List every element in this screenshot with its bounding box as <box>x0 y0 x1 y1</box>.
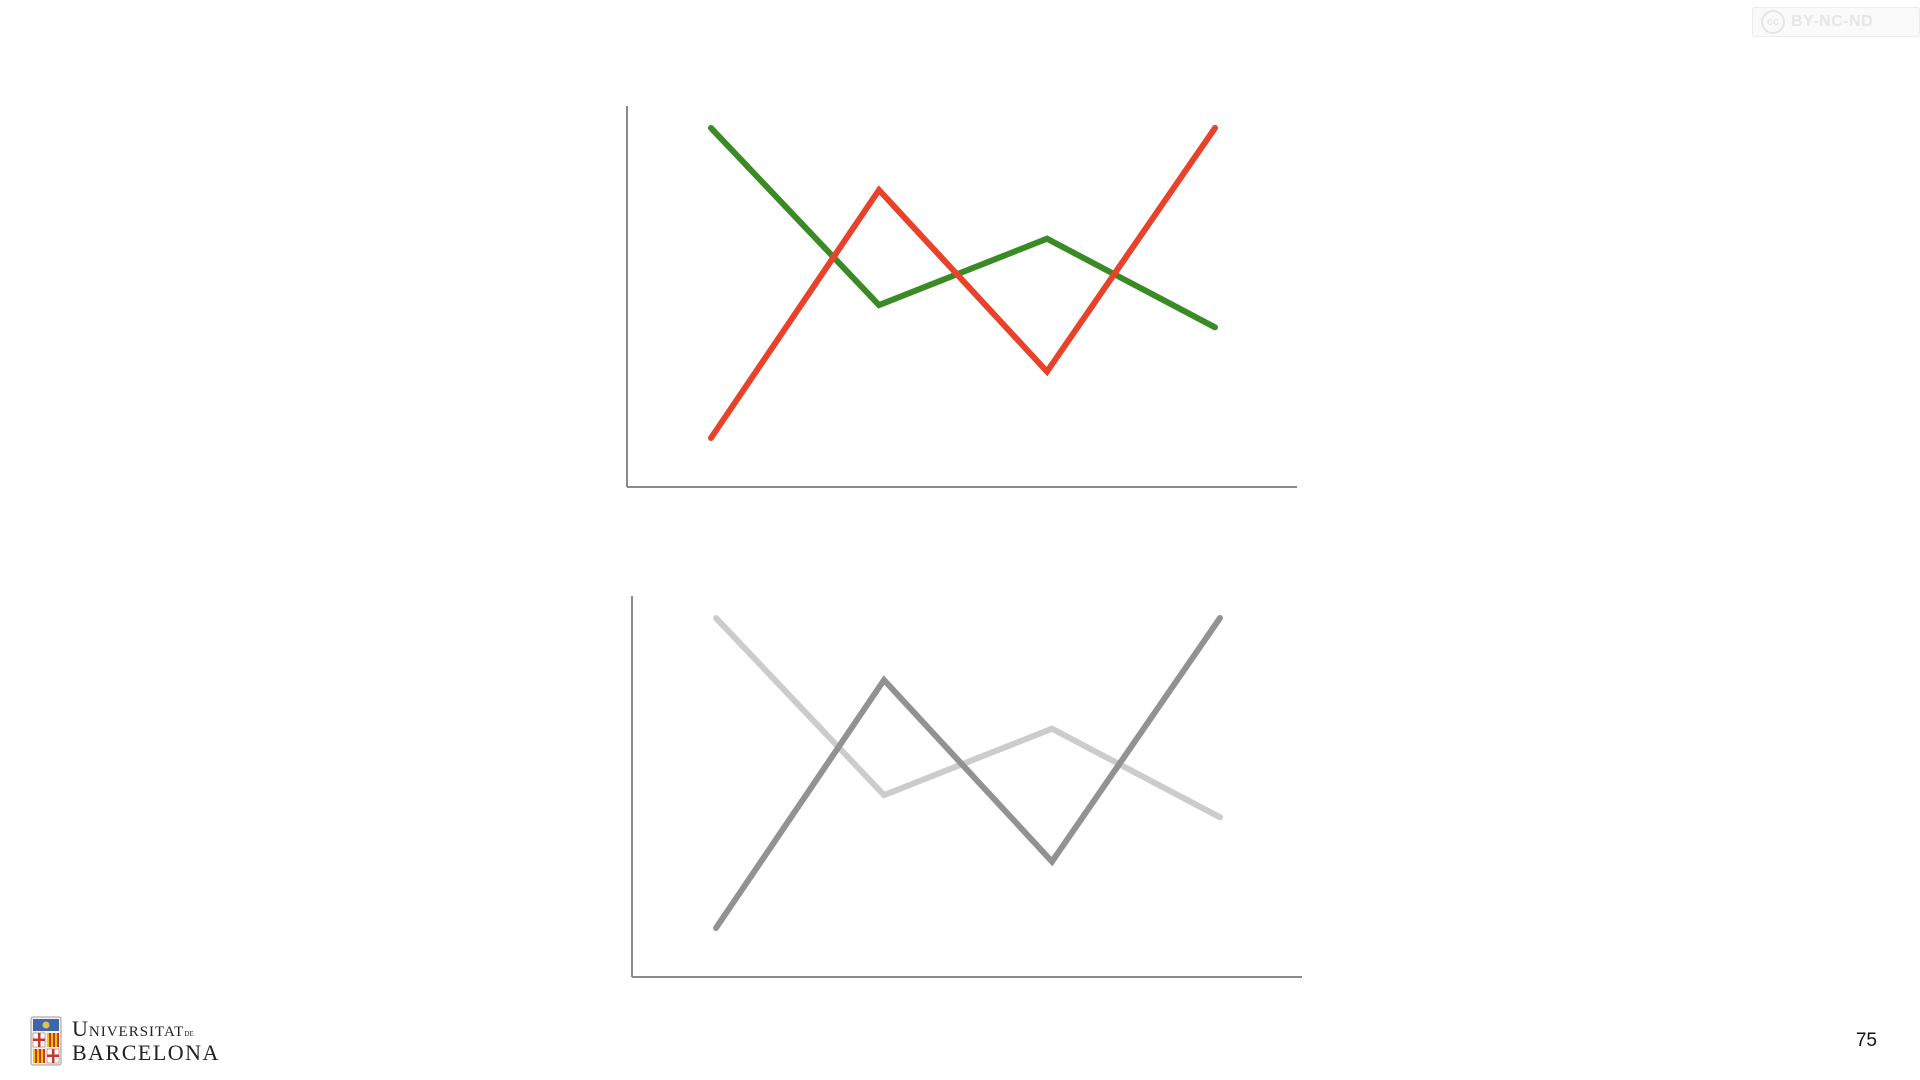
series-line-1 <box>713 615 1223 821</box>
university-shield-icon <box>30 1016 62 1066</box>
university-name-suffix: de <box>184 1028 194 1039</box>
line-chart-2 <box>631 596 1302 978</box>
license-badge[interactable]: cc BY-NC-ND <box>1752 7 1920 37</box>
university-name-line1: Universitat <box>72 1016 185 1041</box>
cc-icon: cc <box>1761 10 1785 34</box>
page-number: 75 <box>1855 1030 1877 1051</box>
line-chart-1 <box>626 106 1297 488</box>
series-line-1 <box>708 125 1218 331</box>
license-label: BY-NC-ND <box>1791 13 1874 30</box>
series-line-2 <box>713 615 1223 931</box>
series-line-2 <box>708 125 1218 441</box>
university-logo: Universitatde Barcelona <box>30 1016 220 1066</box>
university-name-line2: Barcelona <box>72 1040 220 1065</box>
